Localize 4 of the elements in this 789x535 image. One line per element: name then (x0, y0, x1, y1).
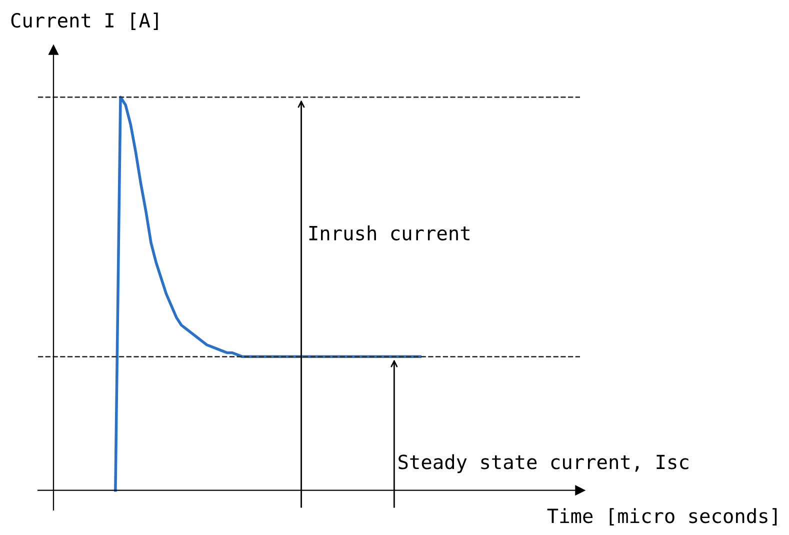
text: Time [micro seconds] (547, 508, 777, 526)
annotation: Steady state current, Isc (398, 454, 688, 474)
y-axis-title: Current I [A] (11, 12, 158, 30)
annotation: Inrush current (309, 225, 470, 240)
